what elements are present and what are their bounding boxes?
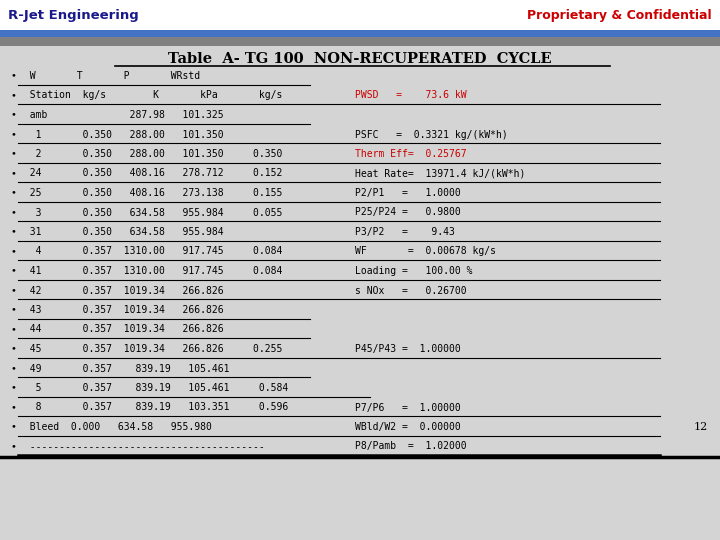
Text: s NOx   =   0.26700: s NOx = 0.26700 bbox=[355, 286, 467, 295]
Text: 41       0.357  1310.00   917.745     0.084: 41 0.357 1310.00 917.745 0.084 bbox=[18, 266, 282, 276]
Text: •: • bbox=[10, 208, 16, 217]
Text: Bleed  0.000   634.58   955.980: Bleed 0.000 634.58 955.980 bbox=[18, 422, 212, 432]
Text: amb              287.98   101.325: amb 287.98 101.325 bbox=[18, 110, 224, 120]
Text: 4       0.357  1310.00   917.745     0.084: 4 0.357 1310.00 917.745 0.084 bbox=[18, 246, 282, 256]
Text: •: • bbox=[10, 111, 16, 119]
Text: WF       =  0.00678 kg/s: WF = 0.00678 kg/s bbox=[355, 246, 496, 256]
Bar bbox=[0, 30, 720, 37]
Text: Heat Rate=  13971.4 kJ/(kW*h): Heat Rate= 13971.4 kJ/(kW*h) bbox=[355, 168, 526, 179]
Text: •: • bbox=[10, 383, 16, 393]
Text: P25/P24 =   0.9800: P25/P24 = 0.9800 bbox=[355, 207, 461, 218]
Text: •: • bbox=[10, 188, 16, 198]
Text: •: • bbox=[10, 364, 16, 373]
Text: Proprietary & Confidential: Proprietary & Confidential bbox=[527, 9, 712, 22]
Text: •: • bbox=[10, 150, 16, 159]
Text: Loading =   100.00 %: Loading = 100.00 % bbox=[355, 266, 472, 276]
Text: •: • bbox=[10, 130, 16, 139]
Text: 43       0.357  1019.34   266.826: 43 0.357 1019.34 266.826 bbox=[18, 305, 224, 315]
Text: •: • bbox=[10, 286, 16, 295]
Text: •: • bbox=[10, 403, 16, 412]
Text: 44       0.357  1019.34   266.826: 44 0.357 1019.34 266.826 bbox=[18, 325, 224, 334]
Text: PWSD   =    73.6 kW: PWSD = 73.6 kW bbox=[355, 91, 467, 100]
Text: 3       0.350   634.58   955.984     0.055: 3 0.350 634.58 955.984 0.055 bbox=[18, 207, 282, 218]
Text: ----------------------------------------: ---------------------------------------- bbox=[18, 442, 265, 451]
Text: Therm Eff=  0.25767: Therm Eff= 0.25767 bbox=[355, 149, 467, 159]
Bar bbox=[0, 0, 720, 30]
Text: P45/P43 =  1.00000: P45/P43 = 1.00000 bbox=[355, 344, 461, 354]
Text: PSFC   =  0.3321 kg/(kW*h): PSFC = 0.3321 kg/(kW*h) bbox=[355, 130, 508, 139]
Text: •: • bbox=[10, 91, 16, 100]
Text: •: • bbox=[10, 306, 16, 314]
Text: Station  kg/s        K       kPa       kg/s: Station kg/s K kPa kg/s bbox=[18, 91, 282, 100]
Text: 24       0.350   408.16   278.712     0.152: 24 0.350 408.16 278.712 0.152 bbox=[18, 168, 282, 179]
Text: 42       0.357  1019.34   266.826: 42 0.357 1019.34 266.826 bbox=[18, 286, 224, 295]
Text: 2       0.350   288.00   101.350     0.350: 2 0.350 288.00 101.350 0.350 bbox=[18, 149, 282, 159]
Text: •: • bbox=[10, 247, 16, 256]
Text: •: • bbox=[10, 345, 16, 354]
Text: •: • bbox=[10, 267, 16, 275]
Text: •: • bbox=[10, 422, 16, 431]
Text: P3/P2   =    9.43: P3/P2 = 9.43 bbox=[355, 227, 455, 237]
Text: P7/P6   =  1.00000: P7/P6 = 1.00000 bbox=[355, 402, 461, 413]
Text: W       T       P       WRstd: W T P WRstd bbox=[18, 71, 200, 81]
Text: WBld/W2 =  0.00000: WBld/W2 = 0.00000 bbox=[355, 422, 461, 432]
Text: 49       0.357    839.19   105.461: 49 0.357 839.19 105.461 bbox=[18, 363, 230, 374]
Text: 12: 12 bbox=[694, 422, 708, 432]
Text: •: • bbox=[10, 442, 16, 451]
Text: R-Jet Engineering: R-Jet Engineering bbox=[8, 9, 139, 22]
Text: •: • bbox=[10, 71, 16, 80]
Text: 1       0.350   288.00   101.350: 1 0.350 288.00 101.350 bbox=[18, 130, 224, 139]
Text: 25       0.350   408.16   273.138     0.155: 25 0.350 408.16 273.138 0.155 bbox=[18, 188, 282, 198]
Text: Table  A- TG 100  NON-RECUPERATED  CYCLE: Table A- TG 100 NON-RECUPERATED CYCLE bbox=[168, 52, 552, 66]
Text: P2/P1   =   1.0000: P2/P1 = 1.0000 bbox=[355, 188, 461, 198]
Bar bbox=[0, 37, 720, 46]
Text: •: • bbox=[10, 325, 16, 334]
Text: 31       0.350   634.58   955.984: 31 0.350 634.58 955.984 bbox=[18, 227, 224, 237]
Text: •: • bbox=[10, 169, 16, 178]
Text: 5       0.357    839.19   105.461     0.584: 5 0.357 839.19 105.461 0.584 bbox=[18, 383, 288, 393]
Text: •: • bbox=[10, 227, 16, 237]
Text: 8       0.357    839.19   103.351     0.596: 8 0.357 839.19 103.351 0.596 bbox=[18, 402, 288, 413]
Text: P8/Pamb  =  1.02000: P8/Pamb = 1.02000 bbox=[355, 442, 467, 451]
Text: 45       0.357  1019.34   266.826     0.255: 45 0.357 1019.34 266.826 0.255 bbox=[18, 344, 282, 354]
